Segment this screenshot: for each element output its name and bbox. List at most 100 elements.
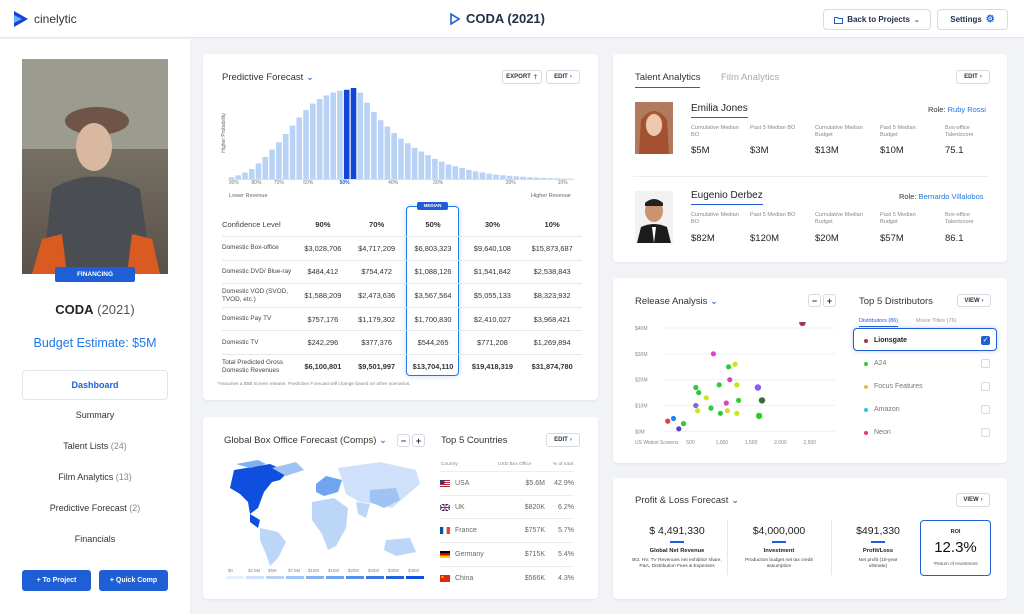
nav-talent-lists[interactable]: Talent Lists (24) bbox=[22, 432, 168, 460]
legend-swatch bbox=[266, 576, 284, 579]
distributors-view-button[interactable]: VIEW › bbox=[957, 294, 991, 307]
nav-dashboard[interactable]: Dashboard bbox=[22, 370, 168, 400]
scatter-point[interactable] bbox=[696, 390, 702, 396]
histogram-bar bbox=[289, 125, 296, 180]
role-name[interactable]: Ruby Rossi bbox=[947, 105, 986, 114]
settings-button[interactable]: Settings ⚙ bbox=[937, 9, 1008, 30]
zoom-in-button[interactable]: + bbox=[823, 294, 836, 307]
nav-predictive-forecast[interactable]: Predictive Forecast (2) bbox=[22, 494, 168, 522]
scatter-point[interactable] bbox=[693, 384, 699, 391]
scatter-point[interactable] bbox=[736, 397, 742, 403]
pnl-value: $491,330 bbox=[856, 525, 900, 537]
histogram-bar bbox=[452, 166, 459, 180]
map-zoom-out-button[interactable]: − bbox=[397, 434, 410, 447]
scatter-point[interactable] bbox=[670, 415, 677, 422]
distributor-item[interactable]: Lionsgate ✓ bbox=[855, 329, 995, 352]
forecast-title[interactable]: Predictive Forecast ⌄ bbox=[222, 72, 314, 83]
checkbox[interactable] bbox=[981, 428, 990, 437]
tab-film-analytics[interactable]: Film Analytics bbox=[721, 72, 780, 83]
map-zoom-in-button[interactable]: + bbox=[412, 434, 425, 447]
histogram-bar bbox=[398, 138, 404, 180]
export-button[interactable]: EXPORT ⇡ bbox=[502, 70, 542, 84]
checkbox[interactable] bbox=[981, 405, 990, 414]
nav-label: Financials bbox=[74, 534, 116, 544]
scatter-point[interactable] bbox=[758, 397, 766, 404]
checkbox[interactable] bbox=[981, 382, 990, 391]
scatter-point[interactable] bbox=[726, 364, 732, 370]
legend-dot-icon bbox=[864, 407, 868, 412]
film-year: (2021) bbox=[97, 302, 135, 317]
scatter-point[interactable] bbox=[708, 405, 714, 411]
pnl-net-revenue: $ 4,491,330 Global Net Revenue BO, HV, T… bbox=[632, 525, 722, 570]
role-name[interactable]: Bernardo Villalobos bbox=[918, 192, 984, 201]
scatter-point[interactable] bbox=[755, 412, 763, 420]
tab-talent-analytics[interactable]: Talent Analytics bbox=[635, 72, 701, 88]
countries-edit-button[interactable]: EDIT › bbox=[546, 433, 580, 447]
tab-distributors[interactable]: Distributors (86) bbox=[859, 318, 899, 327]
checkbox[interactable] bbox=[981, 359, 990, 368]
film-title: CODA (2021) bbox=[0, 302, 190, 317]
histogram-bar bbox=[364, 102, 370, 180]
page-title: CODA (2021) bbox=[450, 11, 545, 26]
release-title[interactable]: Release Analysis ⌄ bbox=[635, 296, 718, 307]
distributor-name: Amazon bbox=[874, 406, 900, 413]
scatter-point[interactable] bbox=[799, 322, 806, 326]
histogram-bar bbox=[296, 117, 302, 180]
quick-comp-button[interactable]: + Quick Comp bbox=[99, 570, 168, 591]
nav-film-analytics[interactable]: Film Analytics (13) bbox=[22, 463, 168, 491]
financing-badge: FINANCING bbox=[55, 267, 135, 282]
logo[interactable]: cinelytic bbox=[12, 10, 77, 28]
scatter-point[interactable] bbox=[727, 377, 733, 383]
scatter-point[interactable] bbox=[693, 402, 699, 409]
talent-name[interactable]: Emilia Jones bbox=[691, 103, 748, 118]
distributor-item[interactable]: Focus Features bbox=[855, 375, 995, 398]
talent-edit-button[interactable]: EDIT › bbox=[956, 70, 990, 84]
back-to-projects-button[interactable]: Back to Projects ⌄ bbox=[823, 9, 931, 30]
chevron-right-icon: › bbox=[981, 297, 984, 304]
nav-financials[interactable]: Financials bbox=[22, 525, 168, 553]
cell: $6,803,323 bbox=[403, 236, 463, 261]
top-countries-title: Top 5 Countries bbox=[441, 435, 508, 446]
distributor-item[interactable]: A24 bbox=[855, 352, 995, 375]
scatter-point[interactable] bbox=[723, 400, 729, 406]
edit-button[interactable]: EDIT › bbox=[546, 70, 580, 84]
cell: $8,323,932 bbox=[522, 283, 582, 308]
scatter-point[interactable] bbox=[732, 361, 738, 367]
pnl-note: Net profit (10-year ultimate) bbox=[858, 557, 898, 569]
scatter-point[interactable] bbox=[754, 384, 762, 391]
median-badge: MEDIAN bbox=[417, 202, 448, 210]
histogram-bar bbox=[493, 174, 499, 180]
nav-summary[interactable]: Summary bbox=[22, 401, 168, 429]
box-office-title[interactable]: Global Box Office Forecast (Comps) ⌄ bbox=[224, 435, 387, 446]
scatter-point[interactable] bbox=[703, 395, 709, 401]
scatter-point[interactable] bbox=[716, 382, 722, 388]
x-tick: 2,000 bbox=[774, 440, 787, 446]
world-map bbox=[230, 460, 420, 566]
scatter-point[interactable] bbox=[717, 410, 723, 416]
scatter-point[interactable] bbox=[665, 418, 671, 424]
chevron-down-icon: ⌄ bbox=[305, 72, 314, 83]
scatter-point[interactable] bbox=[680, 421, 687, 427]
pnl-title[interactable]: Profit & Loss Forecast ⌄ bbox=[635, 495, 739, 506]
zoom-out-button[interactable]: − bbox=[808, 294, 821, 307]
distributor-item[interactable]: Neon bbox=[855, 421, 995, 444]
y-tick: $30M bbox=[635, 352, 648, 358]
scatter-point[interactable] bbox=[734, 382, 740, 388]
scatter-point[interactable] bbox=[676, 426, 682, 432]
histogram-bar bbox=[459, 168, 465, 180]
checkbox[interactable]: ✓ bbox=[981, 336, 990, 345]
scatter-point[interactable] bbox=[695, 408, 701, 414]
pnl-view-button[interactable]: VIEW › bbox=[956, 493, 990, 507]
to-project-button[interactable]: + To Project bbox=[22, 570, 91, 591]
cell: $19,418,319 bbox=[462, 354, 523, 379]
scatter-point[interactable] bbox=[724, 408, 730, 414]
minus-icon: − bbox=[811, 295, 818, 306]
scatter-point[interactable] bbox=[710, 351, 716, 357]
metric-label: Cumulative Median Budget bbox=[815, 125, 863, 138]
scatter-point[interactable] bbox=[734, 410, 740, 416]
histogram-bar bbox=[472, 171, 479, 180]
tab-movie-titles[interactable]: Movie Titles (76) bbox=[916, 318, 957, 324]
histogram-bar bbox=[486, 173, 492, 180]
distributor-item[interactable]: Amazon bbox=[855, 398, 995, 421]
talent-name[interactable]: Eugenio Derbez bbox=[691, 190, 763, 205]
